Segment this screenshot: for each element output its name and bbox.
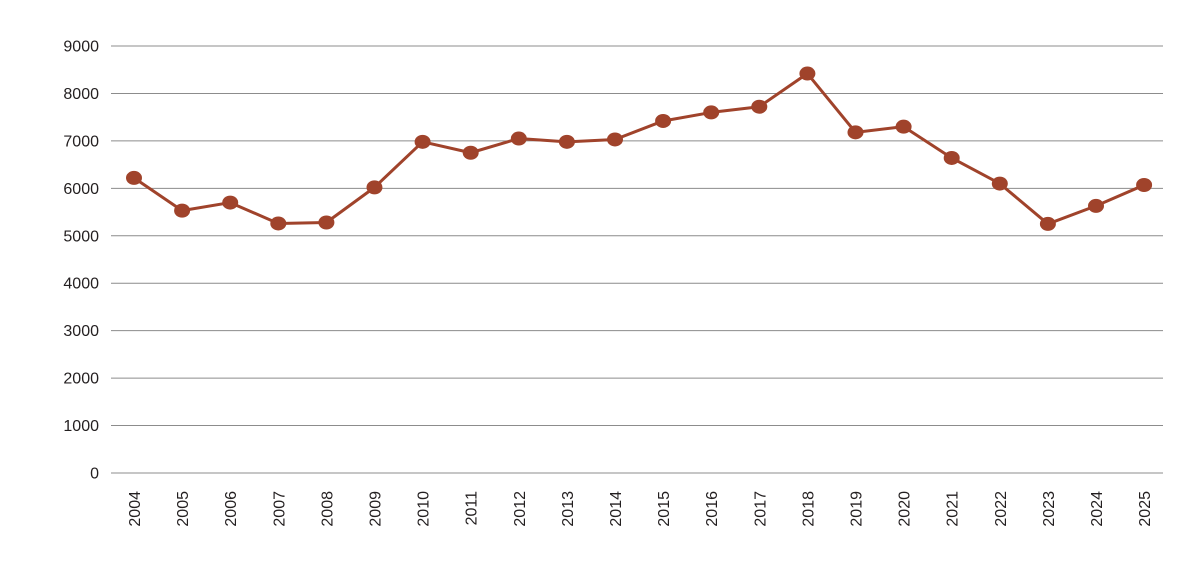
- data-point-2025: [1136, 178, 1153, 193]
- gridlines: [111, 45, 1163, 474]
- x-tick-label: 2005: [175, 491, 192, 527]
- data-point-2005: [174, 203, 191, 218]
- data-point-2020: [895, 119, 912, 134]
- data-point-2008: [318, 215, 335, 230]
- x-tick-label: 2012: [512, 491, 529, 527]
- x-tick-label: 2013: [560, 491, 577, 527]
- data-point-2011: [462, 145, 479, 160]
- data-point-2012: [510, 131, 527, 146]
- x-tick-label: 2007: [271, 491, 288, 527]
- data-point-2019: [847, 125, 864, 140]
- data-point-2010: [414, 134, 431, 149]
- data-point-2018: [799, 66, 816, 81]
- x-tick-label: 2024: [1089, 491, 1106, 527]
- y-tick-label: 8000: [63, 86, 99, 103]
- x-tick-label: 2011: [464, 491, 481, 526]
- y-axis-tick-labels: 0 1000 2000 3000 4000 5000 6000 7000 8000 9000: [63, 39, 99, 483]
- x-tick-label: 2009: [368, 491, 385, 527]
- y-tick-label: 7000: [63, 133, 99, 150]
- data-point-2014: [607, 132, 623, 147]
- series-group: [126, 66, 1153, 231]
- x-tick-label: 2017: [752, 491, 769, 527]
- data-point-2024: [1088, 198, 1104, 213]
- y-tick-label: 2000: [63, 371, 99, 388]
- y-tick-label: 1000: [63, 418, 99, 435]
- data-point-2015: [655, 113, 672, 128]
- data-point-2013: [558, 134, 575, 149]
- x-tick-label: 2018: [800, 491, 817, 527]
- y-tick-label: 6000: [63, 181, 99, 198]
- y-tick-label: 5000: [63, 228, 99, 245]
- y-tick-label: 4000: [63, 276, 99, 293]
- data-point-2007: [270, 216, 287, 231]
- x-axis-tick-labels: 2004 2005 2006 2007 2008 2009 2010 2011 2012 2013…: [127, 491, 1154, 527]
- data-point-2004: [126, 170, 142, 185]
- series-line: [133, 72, 1145, 226]
- data-point-2009: [366, 180, 383, 195]
- x-tick-label: 2025: [1137, 491, 1154, 527]
- x-tick-label: 2016: [704, 491, 721, 527]
- y-tick-label: 0: [90, 466, 99, 483]
- data-point-2006: [222, 195, 239, 210]
- data-point-2016: [703, 105, 720, 120]
- data-point-2017: [751, 99, 768, 114]
- y-tick-label: 3000: [63, 323, 99, 340]
- x-tick-label: 2010: [416, 491, 433, 527]
- x-tick-label: 2022: [993, 491, 1010, 527]
- x-tick-label: 2014: [608, 491, 625, 527]
- x-tick-label: 2015: [656, 491, 673, 527]
- x-tick-label: 2008: [319, 491, 336, 527]
- y-tick-label: 9000: [63, 39, 99, 56]
- data-point-2021: [943, 150, 960, 165]
- x-tick-label: 2004: [127, 491, 144, 527]
- x-tick-label: 2019: [849, 491, 866, 527]
- x-tick-label: 2023: [1041, 491, 1058, 527]
- x-tick-label: 2020: [897, 491, 914, 527]
- x-tick-label: 2006: [223, 491, 240, 527]
- data-point-2023: [1039, 216, 1056, 231]
- x-tick-label: 2021: [945, 491, 962, 527]
- data-point-2022: [991, 176, 1008, 191]
